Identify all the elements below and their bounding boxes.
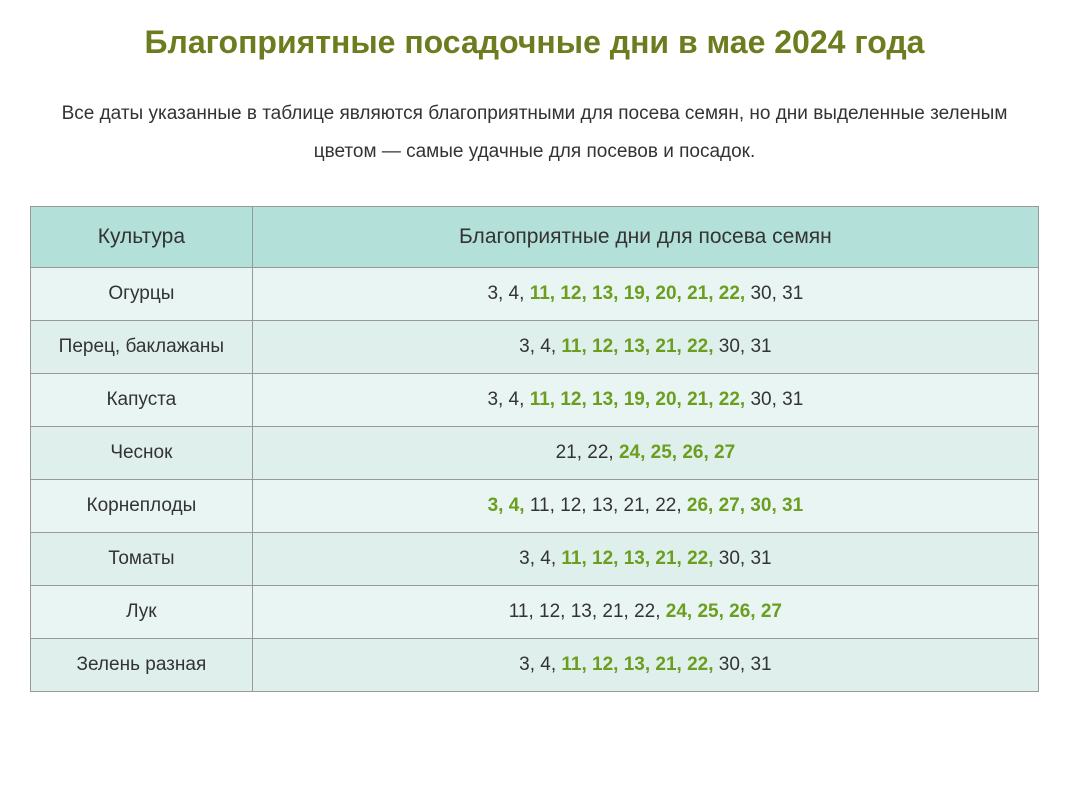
days-cell: 3, 4, 11, 12, 13, 21, 22, 30, 31 [252,532,1038,585]
normal-dates: 3, 4, [519,548,561,569]
normal-dates: 3, 4, [487,389,529,410]
normal-dates: 30, 31 [714,654,772,675]
days-cell: 3, 4, 11, 12, 13, 21, 22, 30, 31 [252,638,1038,691]
header-days: Благоприятные дни для посева семян [252,206,1038,267]
days-cell: 3, 4, 11, 12, 13, 21, 22, 30, 31 [252,320,1038,373]
highlight-dates: 11, 12, 13, 19, 20, 21, 22, [530,389,746,410]
table-row: Огурцы3, 4, 11, 12, 13, 19, 20, 21, 22, … [31,267,1039,320]
highlight-dates: 11, 12, 13, 21, 22, [561,654,713,675]
normal-dates: 3, 4, [487,283,529,304]
planting-table: Культура Благоприятные дни для посева се… [30,206,1039,692]
culture-cell: Зелень разная [31,638,253,691]
table-row: Зелень разная3, 4, 11, 12, 13, 21, 22, 3… [31,638,1039,691]
culture-cell: Огурцы [31,267,253,320]
days-cell: 3, 4, 11, 12, 13, 19, 20, 21, 22, 30, 31 [252,373,1038,426]
highlight-dates: 3, 4, [488,495,525,516]
highlight-dates: 24, 25, 26, 27 [619,442,735,463]
table-body: Огурцы3, 4, 11, 12, 13, 19, 20, 21, 22, … [31,267,1039,691]
highlight-dates: 11, 12, 13, 21, 22, [561,336,713,357]
normal-dates: 30, 31 [714,336,772,357]
table-row: Лук11, 12, 13, 21, 22, 24, 25, 26, 27 [31,585,1039,638]
culture-cell: Корнеплоды [31,479,253,532]
normal-dates: 30, 31 [745,389,803,410]
highlight-dates: 11, 12, 13, 19, 20, 21, 22, [530,283,746,304]
days-cell: 11, 12, 13, 21, 22, 24, 25, 26, 27 [252,585,1038,638]
days-cell: 21, 22, 24, 25, 26, 27 [252,426,1038,479]
table-row: Томаты3, 4, 11, 12, 13, 21, 22, 30, 31 [31,532,1039,585]
days-cell: 3, 4, 11, 12, 13, 19, 20, 21, 22, 30, 31 [252,267,1038,320]
table-row: Перец, баклажаны3, 4, 11, 12, 13, 21, 22… [31,320,1039,373]
page-subtitle: Все даты указанные в таблице являются бл… [30,95,1039,171]
culture-cell: Лук [31,585,253,638]
normal-dates: 21, 22, [556,442,619,463]
table-row: Корнеплоды3, 4, 11, 12, 13, 21, 22, 26, … [31,479,1039,532]
normal-dates: 11, 12, 13, 21, 22, [509,601,666,622]
table-row: Капуста3, 4, 11, 12, 13, 19, 20, 21, 22,… [31,373,1039,426]
table-row: Чеснок21, 22, 24, 25, 26, 27 [31,426,1039,479]
page-title: Благоприятные посадочные дни в мае 2024 … [30,20,1039,65]
culture-cell: Капуста [31,373,253,426]
normal-dates: 11, 12, 13, 21, 22, [525,495,687,516]
culture-cell: Чеснок [31,426,253,479]
normal-dates: 30, 31 [745,283,803,304]
highlight-dates: 26, 27, 30, 31 [687,495,803,516]
highlight-dates: 11, 12, 13, 21, 22, [561,548,713,569]
normal-dates: 3, 4, [519,654,561,675]
culture-cell: Томаты [31,532,253,585]
header-culture: Культура [31,206,253,267]
culture-cell: Перец, баклажаны [31,320,253,373]
normal-dates: 3, 4, [519,336,561,357]
days-cell: 3, 4, 11, 12, 13, 21, 22, 26, 27, 30, 31 [252,479,1038,532]
normal-dates: 30, 31 [714,548,772,569]
highlight-dates: 24, 25, 26, 27 [666,601,782,622]
